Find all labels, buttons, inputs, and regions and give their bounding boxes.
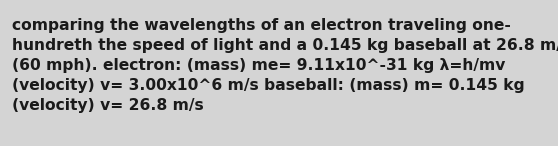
Text: comparing the wavelengths of an electron traveling one-
hundreth the speed of li: comparing the wavelengths of an electron…	[12, 18, 558, 113]
